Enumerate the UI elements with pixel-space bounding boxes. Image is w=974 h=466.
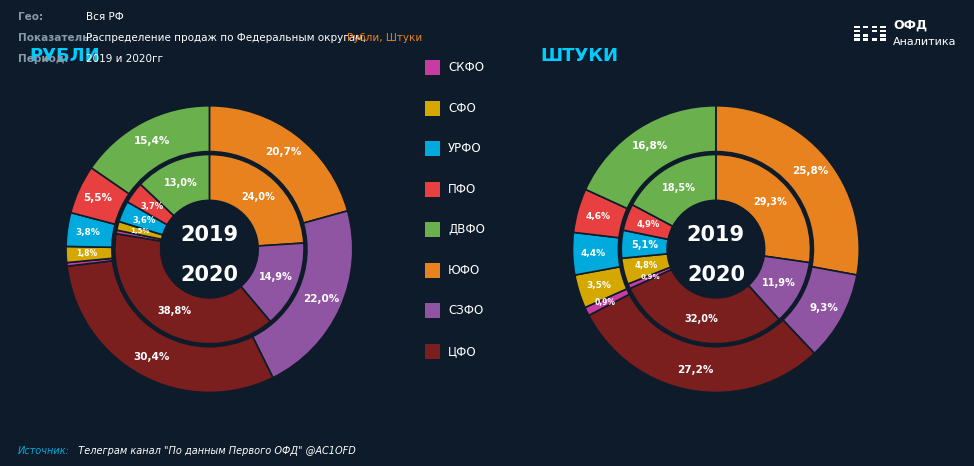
Wedge shape	[716, 155, 810, 263]
Text: 2019: 2019	[687, 225, 745, 245]
Text: РУБЛИ: РУБЛИ	[29, 47, 100, 65]
Wedge shape	[209, 106, 348, 223]
Text: 30,4%: 30,4%	[132, 352, 169, 362]
Wedge shape	[585, 106, 716, 208]
Text: 3,8%: 3,8%	[76, 228, 100, 237]
Wedge shape	[140, 155, 209, 216]
Text: 4,8%: 4,8%	[635, 261, 657, 270]
Text: УРФО: УРФО	[448, 142, 482, 155]
Wedge shape	[71, 168, 130, 224]
Wedge shape	[66, 247, 112, 263]
Wedge shape	[252, 211, 353, 378]
Text: Рубли, Штуки: Рубли, Штуки	[347, 33, 422, 42]
Wedge shape	[66, 258, 113, 266]
Text: Гео:: Гео:	[18, 12, 43, 21]
Wedge shape	[117, 221, 163, 240]
Text: 2019: 2019	[180, 225, 239, 245]
Wedge shape	[623, 205, 673, 240]
Text: ДВФО: ДВФО	[448, 223, 485, 236]
Text: Источник:: Источник:	[18, 446, 69, 456]
Wedge shape	[115, 233, 271, 344]
Text: Показатель:: Показатель:	[18, 33, 93, 42]
Wedge shape	[241, 243, 304, 322]
Text: 9,3%: 9,3%	[809, 302, 838, 313]
Text: ШТУКИ: ШТУКИ	[541, 47, 618, 65]
Text: СКФО: СКФО	[448, 61, 484, 74]
Text: Телеграм канал "По данным Первого ОФД" @AC1OFD: Телеграм канал "По данным Первого ОФД" @…	[72, 445, 356, 456]
Text: 18,5%: 18,5%	[662, 183, 695, 192]
Text: СФО: СФО	[448, 102, 475, 115]
Text: 0,9%: 0,9%	[595, 298, 616, 307]
Wedge shape	[116, 230, 162, 241]
Text: 3,5%: 3,5%	[586, 281, 612, 290]
Wedge shape	[119, 202, 168, 235]
Wedge shape	[67, 261, 273, 392]
Wedge shape	[209, 155, 304, 246]
Wedge shape	[92, 106, 209, 194]
Text: 2020: 2020	[687, 265, 745, 285]
Wedge shape	[716, 106, 859, 275]
Text: 4,4%: 4,4%	[581, 248, 606, 258]
Wedge shape	[66, 212, 115, 247]
Wedge shape	[574, 189, 627, 238]
Wedge shape	[748, 256, 809, 320]
Text: 2020: 2020	[180, 265, 239, 285]
Text: 14,9%: 14,9%	[258, 272, 292, 282]
Text: 22,0%: 22,0%	[303, 294, 339, 304]
Text: 32,0%: 32,0%	[685, 315, 718, 324]
Text: ОФД: ОФД	[893, 19, 927, 32]
Text: 13,0%: 13,0%	[164, 178, 198, 188]
Text: ЦФО: ЦФО	[448, 345, 476, 358]
Text: 3,7%: 3,7%	[140, 202, 164, 211]
Text: 20,7%: 20,7%	[266, 147, 302, 157]
Text: ПФО: ПФО	[448, 183, 476, 196]
Wedge shape	[628, 267, 672, 288]
Text: 25,8%: 25,8%	[792, 166, 828, 176]
Text: 5,1%: 5,1%	[631, 240, 657, 250]
Text: 4,6%: 4,6%	[585, 212, 611, 220]
Text: 3,6%: 3,6%	[132, 216, 155, 225]
Text: 2019 и 2020гг: 2019 и 2020гг	[86, 54, 163, 63]
Text: 4,9%: 4,9%	[637, 220, 660, 229]
Wedge shape	[783, 267, 857, 353]
Text: 15,4%: 15,4%	[134, 136, 170, 145]
Text: 5,5%: 5,5%	[84, 193, 112, 203]
Wedge shape	[621, 254, 670, 284]
Text: 24,0%: 24,0%	[242, 192, 276, 202]
Text: 1,8%: 1,8%	[76, 249, 97, 258]
Wedge shape	[573, 233, 620, 275]
Text: Вся РФ: Вся РФ	[86, 12, 124, 21]
Text: Аналитика: Аналитика	[893, 37, 956, 47]
Text: 0,9%: 0,9%	[640, 274, 659, 280]
Text: ЮФО: ЮФО	[448, 264, 480, 277]
Wedge shape	[588, 294, 814, 392]
Text: 11,9%: 11,9%	[763, 278, 796, 288]
Text: 29,3%: 29,3%	[753, 197, 787, 207]
Wedge shape	[630, 269, 779, 344]
Wedge shape	[632, 155, 716, 226]
Text: Период:: Период:	[18, 54, 68, 63]
Text: 1,5%: 1,5%	[131, 228, 150, 234]
Text: СЗФО: СЗФО	[448, 304, 483, 317]
Wedge shape	[621, 230, 668, 258]
Text: 38,8%: 38,8%	[157, 307, 191, 316]
Wedge shape	[128, 184, 174, 225]
Wedge shape	[575, 267, 627, 308]
Wedge shape	[585, 289, 629, 315]
Text: 27,2%: 27,2%	[677, 365, 714, 375]
Text: 16,8%: 16,8%	[631, 141, 668, 151]
Text: Распределение продаж по Федеральным округам,: Распределение продаж по Федеральным окру…	[86, 33, 369, 42]
